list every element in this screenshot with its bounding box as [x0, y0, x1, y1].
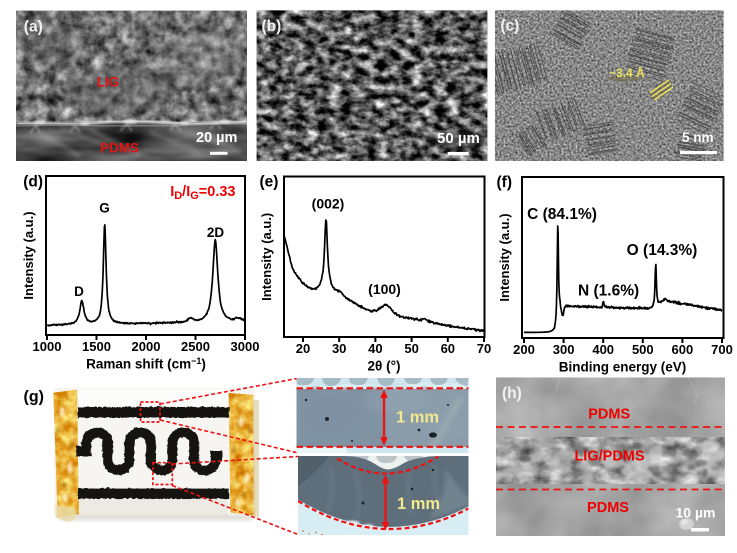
- svg-text:2500: 2500: [181, 339, 210, 354]
- svg-text:70: 70: [477, 341, 491, 356]
- svg-text:Raman shift (cm−1): Raman shift (cm−1): [86, 356, 206, 372]
- svg-text:1 mm: 1 mm: [397, 495, 440, 513]
- svg-text:1 mm: 1 mm: [396, 409, 439, 427]
- svg-text:2000: 2000: [132, 339, 161, 354]
- svg-text:50 µm: 50 µm: [437, 130, 480, 147]
- svg-text:PDMS: PDMS: [587, 500, 629, 516]
- svg-text:5 nm: 5 nm: [682, 130, 714, 145]
- svg-text:C (84.1%): C (84.1%): [527, 206, 597, 223]
- svg-text:300: 300: [553, 342, 575, 357]
- svg-text:3000: 3000: [231, 339, 260, 354]
- svg-text:10 µm: 10 µm: [676, 505, 716, 521]
- svg-text:2D: 2D: [207, 225, 225, 240]
- svg-text:200: 200: [513, 342, 535, 357]
- svg-text:(f): (f): [497, 174, 513, 191]
- svg-text:(b): (b): [262, 18, 282, 35]
- svg-text:LIG/PDMS: LIG/PDMS: [574, 449, 644, 465]
- svg-text:700: 700: [711, 342, 733, 357]
- svg-text:(c): (c): [500, 18, 519, 35]
- svg-text:400: 400: [592, 342, 614, 357]
- svg-text:20 µm: 20 µm: [196, 130, 237, 146]
- svg-text:40: 40: [368, 341, 382, 356]
- svg-text:(002): (002): [312, 196, 345, 212]
- svg-text:60: 60: [441, 341, 455, 356]
- svg-text:Binding energy (eV): Binding energy (eV): [559, 360, 687, 375]
- svg-text:(100): (100): [368, 281, 401, 297]
- svg-text:600: 600: [672, 342, 694, 357]
- svg-text:Intensity (a.u.): Intensity (a.u.): [21, 211, 36, 299]
- svg-text:D: D: [74, 284, 84, 299]
- svg-text:N (1.6%): N (1.6%): [578, 283, 639, 300]
- svg-text:PDMS: PDMS: [100, 141, 139, 156]
- svg-text:30: 30: [332, 341, 346, 356]
- svg-text:O (14.3%): O (14.3%): [627, 242, 698, 259]
- svg-text:20: 20: [296, 341, 310, 356]
- svg-text:Intensity (a.u.): Intensity (a.u.): [497, 213, 512, 301]
- svg-text:(g): (g): [24, 389, 44, 406]
- svg-text:(e): (e): [260, 174, 279, 191]
- svg-text:(a): (a): [24, 18, 43, 35]
- svg-text:(d): (d): [23, 174, 43, 191]
- svg-text:50: 50: [404, 341, 418, 356]
- svg-text:PDMS: PDMS: [588, 406, 630, 422]
- svg-text:ID/IG=0.33: ID/IG=0.33: [170, 184, 235, 202]
- svg-text:Intensity (a.u.): Intensity (a.u.): [259, 213, 274, 301]
- svg-text:G: G: [99, 200, 110, 215]
- svg-text:1500: 1500: [82, 339, 111, 354]
- svg-text:1000: 1000: [33, 339, 62, 354]
- svg-text:LIG: LIG: [97, 74, 120, 89]
- svg-text:500: 500: [632, 342, 654, 357]
- svg-text:(h): (h): [502, 385, 522, 402]
- svg-text:~3.4 Å: ~3.4 Å: [609, 65, 645, 80]
- svg-text:2θ (°): 2θ (°): [368, 359, 401, 374]
